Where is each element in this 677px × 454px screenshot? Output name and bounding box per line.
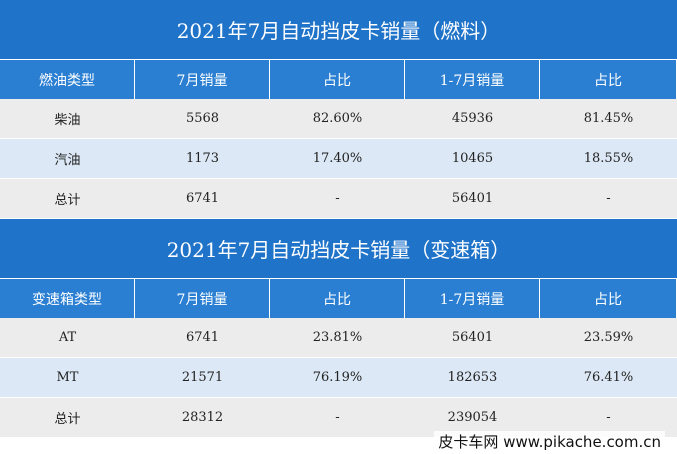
table-cell: 81.45% xyxy=(540,99,677,139)
header-cell: 占比 xyxy=(540,278,677,318)
table-cell: 总计 xyxy=(0,398,135,438)
table-cell: 10465 xyxy=(405,139,540,179)
table-title: 2021年7月自动挡皮卡销量（燃料） xyxy=(0,0,677,59)
table-cell: - xyxy=(270,179,405,219)
table-cell: 18.55% xyxy=(540,139,677,179)
table-cell: 182653 xyxy=(405,358,540,398)
table-cell: MT xyxy=(0,358,135,398)
table-cell: 76.19% xyxy=(270,358,405,398)
table-cell: 56401 xyxy=(405,318,540,358)
table-cell: 56401 xyxy=(405,179,540,219)
table-cell: 柴油 xyxy=(0,99,135,139)
table-cell: AT xyxy=(0,318,135,358)
table-cell: 6741 xyxy=(135,318,270,358)
table-cell: 76.41% xyxy=(540,358,677,398)
header-cell: 1-7月销量 xyxy=(405,59,540,99)
table-cell: 1173 xyxy=(135,139,270,179)
table-cell: 45936 xyxy=(405,99,540,139)
table-cell: 21571 xyxy=(135,358,270,398)
header-cell: 燃油类型 xyxy=(0,59,135,99)
table-cell: 23.59% xyxy=(540,318,677,358)
table-cell: 5568 xyxy=(135,99,270,139)
table-cell: 23.81% xyxy=(270,318,405,358)
table-title: 2021年7月自动挡皮卡销量（变速箱） xyxy=(0,219,677,278)
header-cell: 7月销量 xyxy=(135,278,270,318)
header-cell: 1-7月销量 xyxy=(405,278,540,318)
table-cell: - xyxy=(270,398,405,438)
table-cell: 82.60% xyxy=(270,99,405,139)
table-cell: - xyxy=(540,179,677,219)
header-cell: 变速箱类型 xyxy=(0,278,135,318)
table-cell: 17.40% xyxy=(270,139,405,179)
table-cell: 6741 xyxy=(135,179,270,219)
header-cell: 占比 xyxy=(270,278,405,318)
header-cell: 占比 xyxy=(540,59,677,99)
header-cell: 7月销量 xyxy=(135,59,270,99)
table-cell: 28312 xyxy=(135,398,270,438)
table-cell: 汽油 xyxy=(0,139,135,179)
watermark: 皮卡车网 www.pikache.com.cn xyxy=(434,431,665,452)
header-cell: 占比 xyxy=(270,59,405,99)
table-cell: 总计 xyxy=(0,179,135,219)
